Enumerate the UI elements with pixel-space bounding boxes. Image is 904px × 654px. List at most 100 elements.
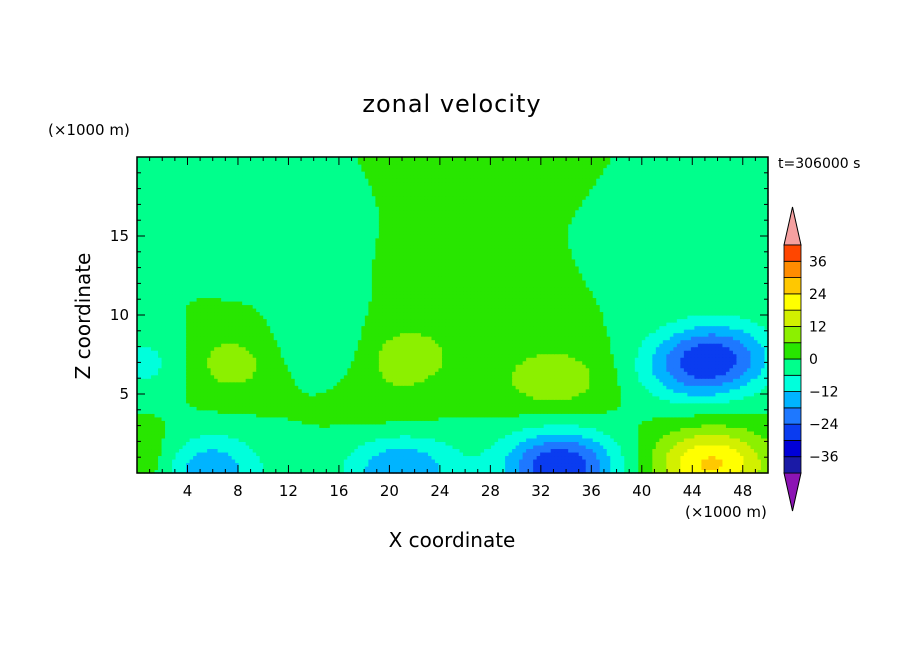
contour-cell	[729, 406, 734, 411]
contour-cell	[413, 423, 419, 428]
contour-cell	[189, 406, 194, 411]
contour-cell	[154, 423, 159, 428]
contour-cell	[284, 455, 289, 460]
contour-cell	[441, 451, 447, 457]
contour-cell	[561, 406, 566, 411]
contour-cell	[305, 434, 310, 439]
contour-cell	[140, 434, 145, 439]
contour-cell	[438, 378, 443, 383]
contour-cell	[242, 462, 247, 467]
contour-cell	[200, 395, 205, 400]
contour-cell	[715, 458, 720, 464]
contour-cell	[347, 441, 352, 446]
contour-cell	[441, 374, 447, 379]
contour-cell	[329, 455, 334, 460]
contour-cell	[568, 413, 573, 418]
contour-cell	[235, 455, 240, 460]
contour-cell	[477, 413, 482, 418]
contour-cell	[760, 434, 766, 439]
contour-cell	[662, 395, 667, 400]
contour-cell	[708, 469, 713, 474]
contour-cell	[315, 399, 320, 404]
contour-cell	[652, 399, 657, 404]
contour-cell	[599, 465, 604, 471]
contour-cell	[196, 430, 201, 435]
contour-cell	[610, 451, 615, 457]
contour-cell	[438, 381, 443, 386]
contour-cell	[459, 420, 464, 425]
contour-cell	[498, 420, 503, 425]
contour-cell	[512, 455, 517, 460]
contour-cell	[743, 388, 748, 393]
contour-cell	[550, 430, 555, 435]
contour-cell	[627, 430, 632, 435]
contour-cell	[501, 409, 506, 414]
contour-cell	[617, 458, 622, 464]
contour-cell	[217, 388, 222, 393]
contour-cell	[564, 437, 569, 442]
contour-cell	[491, 448, 496, 453]
contour-cell	[459, 458, 464, 464]
contour-cell	[697, 402, 702, 407]
contour-cell	[347, 402, 352, 407]
contour-cell	[648, 441, 653, 446]
contour-cell	[554, 413, 559, 418]
contour-cell	[526, 409, 531, 414]
contour-cell	[196, 392, 201, 397]
contour-cell	[252, 434, 257, 439]
contour-cell	[697, 441, 702, 446]
contour-cell	[715, 423, 720, 428]
contour-cell	[182, 458, 187, 464]
contour-cell	[417, 402, 422, 407]
contour-cell	[284, 458, 289, 464]
contour-cell	[389, 448, 394, 453]
contour-cell	[224, 374, 229, 379]
contour-cell	[298, 427, 303, 432]
contour-cell	[151, 455, 156, 460]
contour-cell	[666, 427, 671, 432]
contour-cell	[690, 378, 695, 383]
contour-cell	[683, 437, 688, 442]
contour-cell	[498, 444, 503, 450]
contour-cell	[210, 420, 215, 425]
contour-cell	[406, 420, 412, 425]
contour-cell	[333, 399, 338, 404]
contour-cell	[620, 448, 625, 453]
contour-cell	[357, 420, 362, 425]
contour-cell	[340, 430, 345, 435]
contour-cell	[697, 409, 702, 414]
contour-cell	[666, 462, 671, 467]
contour-cell	[592, 420, 597, 425]
contour-cell	[757, 423, 762, 428]
contour-cell	[466, 423, 471, 428]
contour-cell	[739, 406, 745, 411]
contour-cell	[424, 378, 429, 383]
contour-cell	[326, 399, 331, 404]
contour-cell	[413, 451, 419, 457]
contour-cell	[655, 416, 660, 421]
contour-cell	[140, 388, 145, 393]
contour-cell	[592, 434, 597, 439]
contour-cell	[498, 406, 503, 411]
contour-cell	[743, 427, 748, 432]
contour-cell	[336, 420, 341, 425]
contour-cell	[315, 420, 320, 425]
contour-cell	[231, 406, 236, 411]
contour-cell	[501, 378, 506, 383]
contour-cell	[494, 451, 499, 457]
contour-cell	[161, 448, 166, 453]
contour-cell	[746, 455, 752, 460]
contour-cell	[596, 420, 601, 425]
contour-cell	[655, 406, 660, 411]
contour-cell	[168, 444, 173, 450]
contour-cell	[154, 381, 159, 386]
contour-cell	[350, 399, 355, 404]
contour-cell	[172, 395, 177, 400]
contour-cell	[413, 378, 419, 383]
contour-cell	[298, 385, 303, 390]
contour-cell	[312, 444, 317, 450]
contour-cell	[228, 448, 233, 453]
contour-cell	[434, 413, 440, 418]
contour-cell	[420, 448, 426, 453]
contour-cell	[214, 378, 219, 383]
